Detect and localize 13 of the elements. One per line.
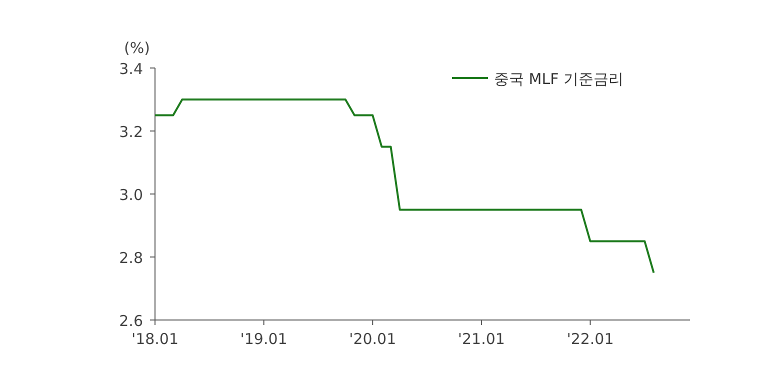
line-series [154,98,655,274]
y-axis-title: (%) [124,39,150,57]
y-tick-label: 2.6 [119,312,143,330]
x-tick-label: '19.01 [240,330,288,348]
x-tick-label: '18.01 [131,330,179,348]
y-tick-label: 3.0 [119,186,143,204]
y-tick-label: 2.8 [119,249,143,267]
y-tick-label: 3.4 [119,60,143,78]
x-tick-label: '21.01 [458,330,505,348]
x-tick-label: '20.01 [349,330,396,348]
legend-label: 중국 MLF 기준금리 [494,70,624,88]
x-tick-label: '22.01 [566,330,614,348]
y-tick-label: 3.2 [119,123,143,141]
